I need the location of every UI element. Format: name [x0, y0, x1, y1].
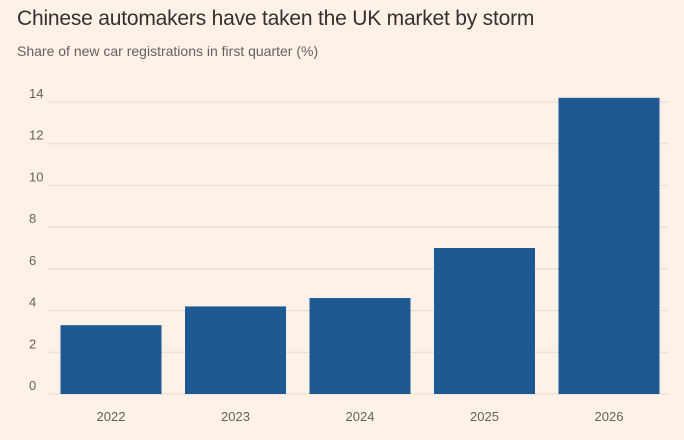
x-axis-ticks: 2022 2023 2024 2025 2026 — [97, 409, 624, 424]
bar-2022 — [60, 325, 162, 394]
bar-2025 — [434, 248, 535, 394]
y-tick-label: 12 — [29, 128, 43, 143]
y-tick-label: 4 — [29, 295, 36, 310]
y-tick-label: 6 — [29, 253, 36, 268]
bar-2024 — [309, 298, 411, 394]
y-tick-label: 0 — [29, 378, 36, 393]
y-axis-ticks: 0 2 4 6 8 10 12 14 — [29, 86, 43, 393]
bar-2026 — [558, 97, 660, 394]
x-tick-label: 2022 — [97, 409, 126, 424]
y-tick-label: 14 — [29, 86, 43, 101]
y-tick-label: 10 — [29, 169, 43, 184]
x-tick-label: 2026 — [595, 409, 624, 424]
chart-subtitle: Share of new car registrations in first … — [17, 43, 319, 59]
x-tick-label: 2024 — [346, 409, 375, 424]
x-tick-label: 2025 — [470, 409, 499, 424]
y-tick-label: 2 — [29, 336, 36, 351]
x-tick-label: 2023 — [221, 409, 250, 424]
bars — [60, 97, 660, 394]
bar-2023 — [185, 306, 286, 394]
y-tick-label: 8 — [29, 211, 36, 226]
chart-title: Chinese automakers have taken the UK mar… — [17, 7, 535, 30]
